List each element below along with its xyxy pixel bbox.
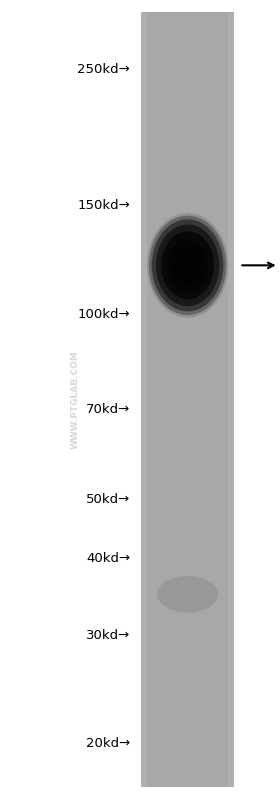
Bar — [141, 12, 234, 787]
Bar — [141, 12, 147, 787]
Text: 30kd→: 30kd→ — [86, 629, 130, 642]
Ellipse shape — [156, 225, 219, 306]
Bar — [228, 12, 234, 787]
Text: 250kd→: 250kd→ — [78, 63, 130, 76]
Ellipse shape — [152, 219, 223, 312]
Ellipse shape — [173, 247, 202, 284]
Ellipse shape — [167, 239, 208, 292]
Text: 100kd→: 100kd→ — [78, 308, 130, 320]
Text: 40kd→: 40kd→ — [86, 552, 130, 565]
Ellipse shape — [147, 213, 228, 318]
Ellipse shape — [161, 232, 214, 300]
Text: 70kd→: 70kd→ — [86, 403, 130, 415]
Text: 150kd→: 150kd→ — [78, 199, 130, 213]
Text: 20kd→: 20kd→ — [86, 737, 130, 750]
Ellipse shape — [157, 576, 218, 613]
Text: 50kd→: 50kd→ — [86, 492, 130, 506]
Ellipse shape — [149, 216, 226, 315]
Text: WWW.PTGLAB.COM: WWW.PTGLAB.COM — [71, 350, 80, 449]
